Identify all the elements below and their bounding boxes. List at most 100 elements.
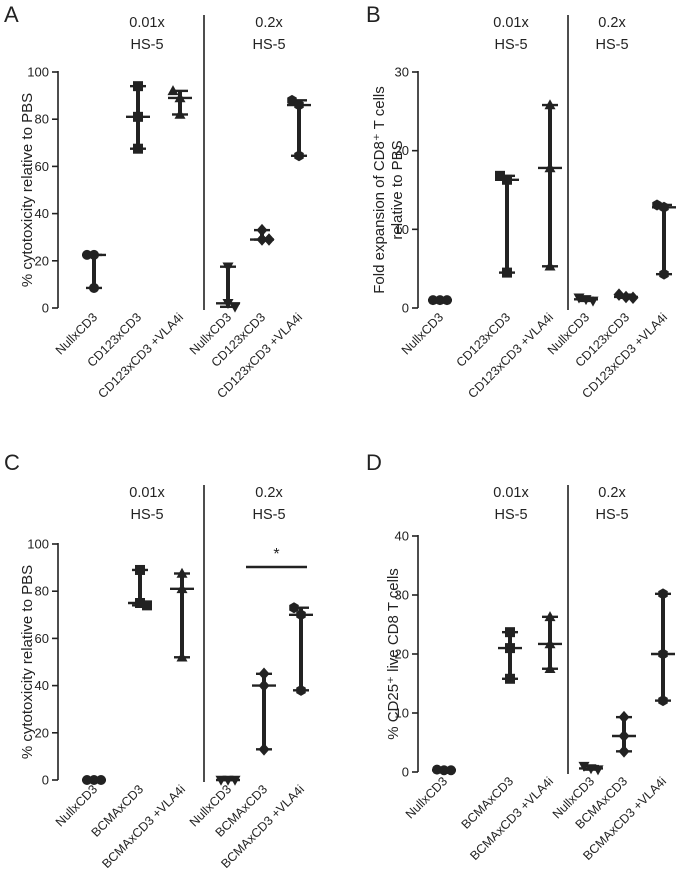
series-0 [428,295,452,306]
y-tick-label: 0 [42,301,49,316]
group-label: HS-5 [252,37,285,53]
group-label: HS-5 [130,507,163,523]
y-tick-label: 30 [395,588,409,603]
data-point [133,143,143,154]
y-tick-label: 80 [35,584,49,599]
data-point [296,684,306,696]
category-label: NullxCD3 [403,774,450,821]
data-point [446,765,456,776]
data-point [658,588,668,600]
y-tick-label: 60 [35,159,49,174]
data-point [89,775,99,785]
data-point [256,223,268,237]
y-tick-label: 60 [35,631,49,646]
data-point [618,710,630,724]
data-point [502,174,512,185]
group-label: 0.01x [493,15,529,31]
data-point [258,667,270,681]
series-0 [82,775,106,785]
data-point [442,295,452,306]
data-point [544,99,556,110]
panel-letter: C [4,450,20,475]
data-point [82,249,92,260]
y-tick-label: 20 [395,647,409,662]
y-axis-label: % cytotoxicity relative to PBS [19,565,36,759]
y-axis-label: relative to PBS [389,140,406,239]
series-0 [82,249,106,293]
group-label: HS-5 [595,507,628,523]
data-point [294,150,304,162]
y-tick-label: 0 [42,773,49,788]
data-point [263,233,275,246]
y-axis-label: % CD25⁺ live CD8 T cells [385,568,402,740]
panel-letter: D [366,450,382,475]
y-tick-label: 40 [35,678,49,693]
data-point [505,673,515,684]
group-label: 0.01x [129,15,165,31]
data-point [258,679,270,692]
y-tick-label: 10 [395,706,409,721]
data-point [229,302,241,313]
data-point [256,233,268,246]
category-label: NullxCD3 [53,782,100,829]
data-point [544,162,556,173]
series-4 [613,288,639,305]
category-label: CD123xCD3 +VLA4i [465,310,556,401]
series-5 [287,94,311,162]
panel-letter: A [4,2,19,27]
series-2 [538,611,562,673]
data-point [439,765,449,776]
data-point [620,290,632,304]
group-label: 0.2x [598,15,626,31]
data-point [296,609,306,621]
series-2 [170,567,194,662]
y-tick-label: 40 [395,529,409,544]
y-tick-label: 100 [27,537,49,552]
data-point [544,638,556,649]
data-point [618,729,630,743]
data-point [89,249,99,260]
data-point [592,765,604,776]
significance-star: * [273,546,279,563]
data-point [294,99,304,111]
data-point [133,81,143,92]
y-tick-label: 20 [395,143,409,158]
panel-B: B 0 10 20 30 Fold expansion of CD8⁺ T cells re… [366,2,676,401]
data-point [627,291,639,305]
data-point [176,583,188,594]
y-tick-label: 0 [402,765,409,780]
group-label: HS-5 [494,37,527,53]
series-3 [216,262,241,313]
series-3 [215,775,241,786]
data-point [222,775,234,786]
series-2 [538,99,562,271]
data-point [82,775,92,785]
data-point [544,260,556,271]
series-5 [652,199,676,280]
data-point [176,567,188,578]
series-1 [126,81,150,154]
data-point [289,602,299,614]
group-label: 0.2x [255,15,283,31]
y-axis-label: % cytotoxicity relative to PBS [19,93,36,287]
series-4 [250,223,275,246]
data-point [658,648,668,660]
y-tick-label: 10 [395,222,409,237]
series-1 [495,170,519,278]
group-label: 0.01x [493,485,529,501]
data-point [505,643,515,654]
data-point [142,600,152,611]
series-4 [252,667,276,756]
data-point [135,598,145,608]
y-tick-label: 80 [35,112,49,127]
data-point [544,663,556,673]
data-point [174,92,186,103]
data-point [222,262,234,273]
y-tick-label: 40 [35,206,49,221]
series-1 [128,564,152,611]
data-point [587,296,599,307]
panel-D: D 0 10 20 30 40 % CD25⁺ live CD8 T cells 0.01x H… [366,450,675,863]
series-4 [612,710,636,758]
series-3 [578,761,604,776]
